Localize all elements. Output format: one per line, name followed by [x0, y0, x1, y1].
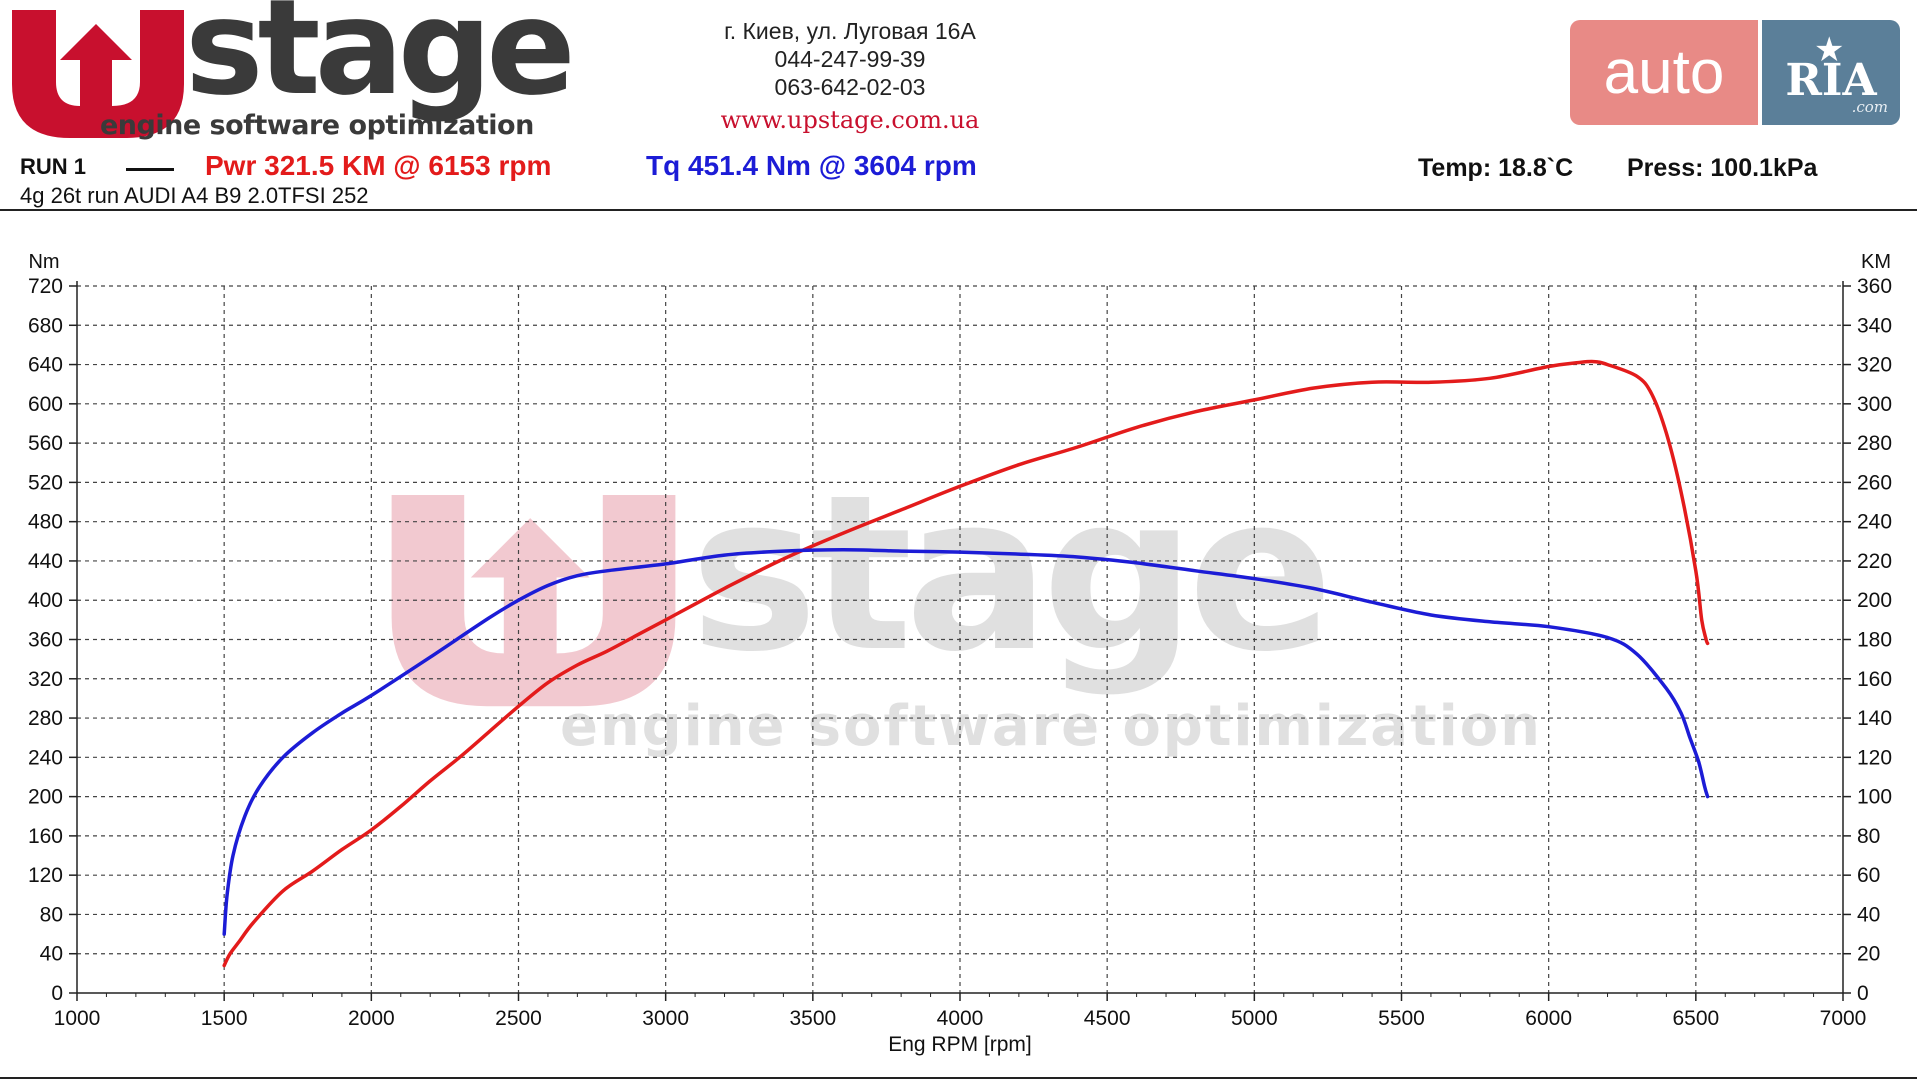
x-tick-label: 4000 — [937, 1007, 984, 1030]
y-right-tick-label: 0 — [1857, 982, 1869, 1005]
y-left-tick-label: 280 — [28, 707, 63, 730]
y-right-tick-label: 360 — [1857, 275, 1892, 298]
phone-2: 063-642-02-03 — [774, 74, 926, 100]
series-pwr-line — [222, 359, 1710, 968]
watermark-logo: stage engine software optimization — [391, 448, 1540, 759]
y-axis-left-label: Nm — [28, 251, 59, 273]
star-icon: ★ — [1814, 31, 1845, 69]
y-right-tick-label: 60 — [1857, 864, 1880, 887]
x-tick-label: 3500 — [789, 1007, 836, 1030]
logo-text: stage — [185, 0, 576, 125]
autoria-auto-text: auto — [1570, 20, 1758, 125]
y-left-tick-label: 720 — [28, 275, 63, 298]
run-label: RUN 1 — [20, 154, 87, 179]
y-right-tick-label: 340 — [1857, 314, 1892, 337]
run-description: 4g 26t run AUDI A4 B9 2.0TFSI 252 — [20, 183, 369, 208]
y-right-tick-label: 320 — [1857, 354, 1892, 377]
autoria-com-text: .com — [1851, 98, 1888, 116]
x-axis-label: Eng RPM [rpm] — [888, 1033, 1032, 1056]
y-right-tick-label: 260 — [1857, 471, 1892, 494]
phone-1: 044-247-99-39 — [774, 46, 926, 72]
autoria-ria-box: ★ RIA .com — [1762, 20, 1900, 125]
y-right-tick-label: 100 — [1857, 786, 1892, 809]
x-tick-label: 1500 — [201, 1007, 248, 1030]
y-right-tick-label: 80 — [1857, 825, 1880, 848]
x-tick-label: 2000 — [348, 1007, 395, 1030]
y-left-tick-label: 680 — [28, 314, 63, 337]
website-link[interactable]: www.upstage.com.ua — [720, 106, 980, 134]
series-lines — [222, 359, 1710, 968]
watermark-tagline: engine software optimization — [560, 694, 1540, 759]
x-tick-label: 4500 — [1084, 1007, 1131, 1030]
y-left-tick-label: 560 — [28, 432, 63, 455]
y-left-tick-label: 400 — [28, 589, 63, 612]
autoria-logo: auto ★ RIA .com — [1570, 20, 1900, 125]
y-left-tick-label: 440 — [28, 550, 63, 573]
x-tick-label: 5000 — [1231, 1007, 1278, 1030]
x-tick-label: 6000 — [1525, 1007, 1572, 1030]
y-left-tick-label: 520 — [28, 471, 63, 494]
y-right-tick-label: 180 — [1857, 629, 1892, 652]
x-tick-label: 3000 — [642, 1007, 689, 1030]
y-left-tick-label: 480 — [28, 511, 63, 534]
y-right-tick-label: 20 — [1857, 943, 1880, 966]
series-tq-line — [222, 548, 1710, 936]
axes: 1000 1500 2000 2500 3000 3500 4000 4500 5000 5500… — [28, 275, 1892, 1030]
x-tick-label: 7000 — [1820, 1007, 1867, 1030]
upstage-logo: stage engine software optimization — [0, 0, 620, 145]
address: г. Киев, ул. Луговая 16А — [724, 18, 976, 44]
power-peak: Pwr 321.5 KM @ 6153 rpm — [205, 150, 552, 181]
y-axis-right-label: KM — [1861, 251, 1891, 273]
y-left-tick-label: 600 — [28, 393, 63, 416]
y-left-tick-label: 0 — [51, 982, 63, 1005]
y-right-tick-label: 40 — [1857, 903, 1880, 926]
y-left-tick-label: 320 — [28, 668, 63, 691]
x-tick-label: 2500 — [495, 1007, 542, 1030]
y-right-tick-label: 140 — [1857, 707, 1892, 730]
y-left-tick-label: 120 — [28, 864, 63, 887]
autoria-ria-text: RIA — [1785, 55, 1877, 106]
run-legend-line — [126, 168, 174, 171]
y-left-tick-label: 240 — [28, 746, 63, 769]
y-left-tick-label: 160 — [28, 825, 63, 848]
temperature: Temp: 18.8`C — [1418, 154, 1574, 182]
y-right-tick-label: 280 — [1857, 432, 1892, 455]
y-right-tick-label: 120 — [1857, 746, 1892, 769]
y-left-tick-label: 360 — [28, 629, 63, 652]
y-left-tick-label: 40 — [40, 943, 63, 966]
x-tick-label: 6500 — [1672, 1007, 1719, 1030]
y-right-tick-label: 300 — [1857, 393, 1892, 416]
watermark-text: stage — [690, 448, 1326, 699]
pressure: Press: 100.1kPa — [1627, 154, 1818, 182]
y-right-tick-label: 220 — [1857, 550, 1892, 573]
x-tick-label: 5500 — [1378, 1007, 1425, 1030]
y-right-tick-label: 160 — [1857, 668, 1892, 691]
torque-peak: Tq 451.4 Nm @ 3604 rpm — [646, 150, 977, 181]
y-left-tick-label: 200 — [28, 786, 63, 809]
y-left-tick-label: 80 — [40, 903, 63, 926]
y-right-tick-label: 200 — [1857, 589, 1892, 612]
logo-u-arrow-icon — [12, 10, 184, 138]
x-tick-label: 1000 — [54, 1007, 101, 1030]
grid-lines — [77, 285, 1843, 993]
logo-tagline: engine software optimization — [100, 110, 534, 141]
y-left-tick-label: 640 — [28, 354, 63, 377]
y-right-tick-label: 240 — [1857, 511, 1892, 534]
chart-frame — [0, 209, 1917, 1079]
